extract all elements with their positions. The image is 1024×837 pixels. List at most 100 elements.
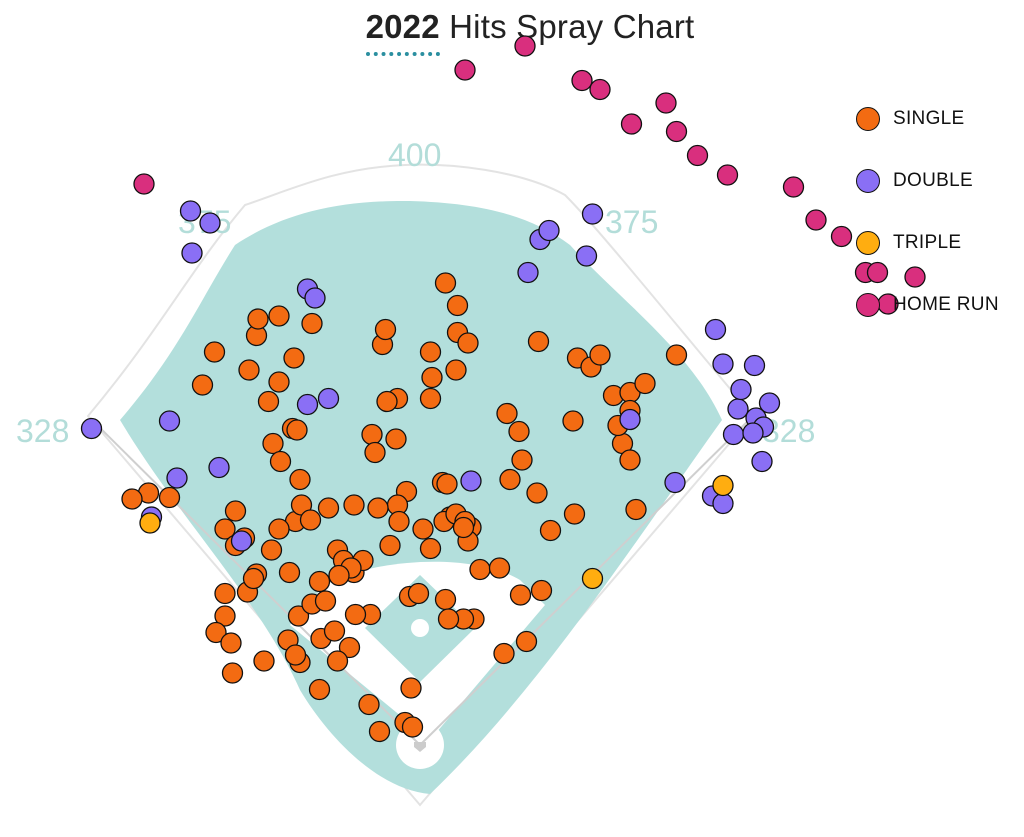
hit-point-home-run [904,266,926,288]
hit-point-single [526,482,548,504]
legend-label-double: DOUBLE [893,170,973,191]
hit-point-single [407,582,430,605]
legend: SINGLE DOUBLE TRIPLE HOME RUN [856,88,999,336]
hit-point-double [742,422,764,444]
hit-point-single [493,642,515,665]
legend-label-home-run: HOME RUN [893,294,999,315]
hit-point-single [508,420,530,443]
hit-point-double [619,408,641,431]
hit-point-single [286,419,308,441]
hit-point-single [361,423,383,446]
legend-swatch-triple [856,231,880,255]
hit-point-single [326,650,349,672]
hit-point-single [214,605,236,627]
hit-point-single [220,632,242,654]
hit-point-single [625,498,647,521]
hit-point-single [308,678,331,701]
hit-point-single [488,557,511,579]
hit-point-single [434,588,457,611]
hit-point-single [260,539,283,561]
hit-point-single [515,630,538,653]
hit-point-home-run [514,35,536,57]
title-text: Hits Spray Chart [439,8,695,45]
hit-point-double [727,398,749,420]
distance-label-lf-line: 328 [16,413,69,449]
hit-point-single [242,567,265,590]
hit-point-single [665,344,688,366]
hit-point-single [509,584,532,606]
hit-point-home-run [686,144,709,167]
hit-point-double [304,287,326,309]
hit-point-single [563,503,586,525]
hit-point-double [743,354,766,377]
hit-point-single [634,372,656,395]
hit-point-single [247,308,269,330]
hit-point-home-run [782,176,805,198]
hit-point-home-run [620,113,643,135]
hit-point-double [704,318,727,341]
hit-point-single [317,497,340,519]
hit-point-single [121,488,143,510]
hit-point-single [368,720,391,743]
hit-point-single [262,432,284,455]
hit-point-double [581,203,604,225]
hit-point-single [445,359,467,381]
hit-point-single [457,332,479,354]
hit-point-single [289,468,311,491]
legend-swatch-single [856,107,880,131]
baseball-field: 328 375 400 375 328 [16,137,815,807]
hit-point-single [496,402,518,425]
hit-point-single [562,410,584,432]
hit-point-single [385,428,407,450]
hit-point-single [419,341,442,363]
hit-point-single [436,473,458,495]
hit-point-single [323,620,346,642]
hit-point-single [268,371,290,393]
hit-point-home-run [866,261,889,284]
hit-point-double [179,200,202,222]
hit-point-single [619,449,641,471]
hit-point-double [158,410,181,432]
hit-point-single [314,590,337,612]
hit-point-single [253,650,275,672]
hit-point-single [257,390,280,413]
hit-point-single [214,582,236,605]
hit-point-single [205,621,227,644]
hit-point-double [181,242,203,264]
hit-point-double [538,219,560,242]
hit-point-double [80,417,103,440]
hit-point-home-run [716,164,739,186]
hit-point-double [664,471,686,494]
hit-point-single [338,636,361,659]
hit-point-single [221,662,244,684]
hit-point-single [343,494,365,516]
hit-point-single [268,305,290,327]
hit-point-single [452,516,475,539]
legend-label-single: SINGLE [893,108,965,129]
hit-point-single [379,534,401,557]
hit-point-double [208,456,230,479]
home-plate [414,742,426,752]
hit-point-single [203,341,226,363]
hit-point-single [511,449,533,471]
hit-point-double [296,393,319,416]
hit-point-single [539,519,562,542]
hit-point-home-run [133,173,155,195]
legend-item-double: DOUBLE [856,150,999,212]
hit-point-double [712,353,734,375]
hit-point-single [421,366,443,389]
hit-point-single [419,387,442,410]
hit-point-single [401,716,424,738]
hit-point-home-run [454,59,476,81]
hit-point-single [419,537,442,560]
hit-point-single [400,677,422,699]
hit-point-single [287,605,310,627]
hit-point-single [268,518,290,540]
distance-label-center: 400 [388,137,441,173]
pitchers-mound [411,619,429,637]
hit-point-triple [139,512,161,534]
hit-point-single [530,579,553,602]
hit-point-single [238,359,260,381]
hit-point-single [469,558,491,581]
